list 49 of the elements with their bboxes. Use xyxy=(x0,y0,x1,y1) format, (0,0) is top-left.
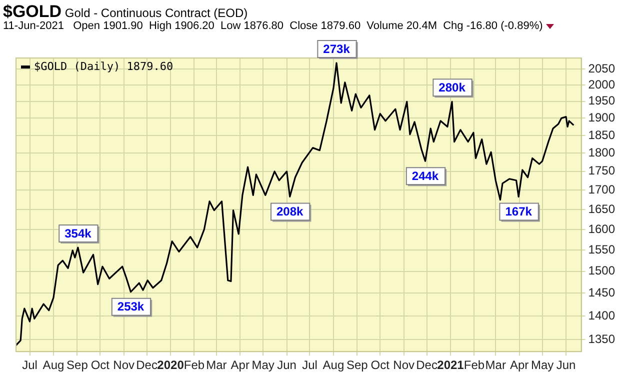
x-tick-label: Jul xyxy=(22,358,38,372)
x-tick-label: Aug xyxy=(322,358,344,372)
x-tick-label: May xyxy=(530,358,554,372)
x-tick-label: Oct xyxy=(370,358,390,372)
x-tick-label: Jul xyxy=(302,358,318,372)
y-tick-label: 1850 xyxy=(588,128,616,142)
chart-title: $GOLD Gold - Continuous Contract (EOD) xyxy=(3,2,248,21)
y-tick-label: 2050 xyxy=(588,61,616,76)
annotation: 244k xyxy=(412,168,439,183)
x-tick-label: Nov xyxy=(113,358,135,372)
x-tick-label: Mar xyxy=(485,358,506,372)
annotation: 167k xyxy=(505,204,532,219)
y-tick-label: 1550 xyxy=(588,242,616,256)
x-tick-label: Sep xyxy=(66,358,88,372)
x-tick-label: Jun xyxy=(556,358,576,372)
chart-subtitle: 11-Jun-2021 Open 1901.90 High 1906.20 Low 1876.80 Close 1879.60 Volume 20.4M Chg -16.80 (-0.89%) xyxy=(3,20,543,32)
y-tick-label: 1750 xyxy=(588,164,616,178)
legend-label: $GOLD (Daily) 1879.60 xyxy=(34,60,174,73)
annotation: 280k xyxy=(438,80,466,94)
x-tick-label: Mar xyxy=(206,358,227,372)
x-tick-label: Apr xyxy=(230,358,250,372)
y-tick-label: 1650 xyxy=(588,202,616,216)
x-tick-label: Aug xyxy=(42,358,64,372)
annotation: 208k xyxy=(276,204,304,219)
y-tick-label: 1700 xyxy=(588,182,616,197)
x-tick-label: 2021 xyxy=(437,358,464,372)
y-tick-label: 1900 xyxy=(588,110,616,124)
x-tick-label: Apr xyxy=(510,358,529,372)
y-tick-label: 1500 xyxy=(588,264,616,278)
y-tick-label: 1450 xyxy=(588,286,616,300)
x-tick-label: Nov xyxy=(393,358,415,372)
x-tick-label: 2020 xyxy=(157,358,184,372)
x-tick-label: Dec xyxy=(136,358,158,372)
y-tick-label: 1600 xyxy=(588,222,616,236)
annotation: 253k xyxy=(117,300,144,314)
y-tick-label: 1950 xyxy=(588,94,616,108)
x-tick-label: Sep xyxy=(346,358,368,372)
annotation: 354k xyxy=(64,226,92,240)
x-tick-label: Jun xyxy=(277,358,296,372)
y-tick-label: 1800 xyxy=(588,146,616,160)
x-tick-label: May xyxy=(252,358,274,372)
x-tick-label: Dec xyxy=(416,358,438,372)
x-tick-label: Feb xyxy=(464,358,485,372)
x-tick-label: Feb xyxy=(184,358,205,372)
y-tick-label: 2000 xyxy=(588,77,616,92)
annotation: 273k xyxy=(323,42,350,56)
y-tick-label: 1400 xyxy=(588,308,616,322)
x-tick-label: Oct xyxy=(90,358,110,372)
y-tick-label: 1350 xyxy=(588,332,616,346)
